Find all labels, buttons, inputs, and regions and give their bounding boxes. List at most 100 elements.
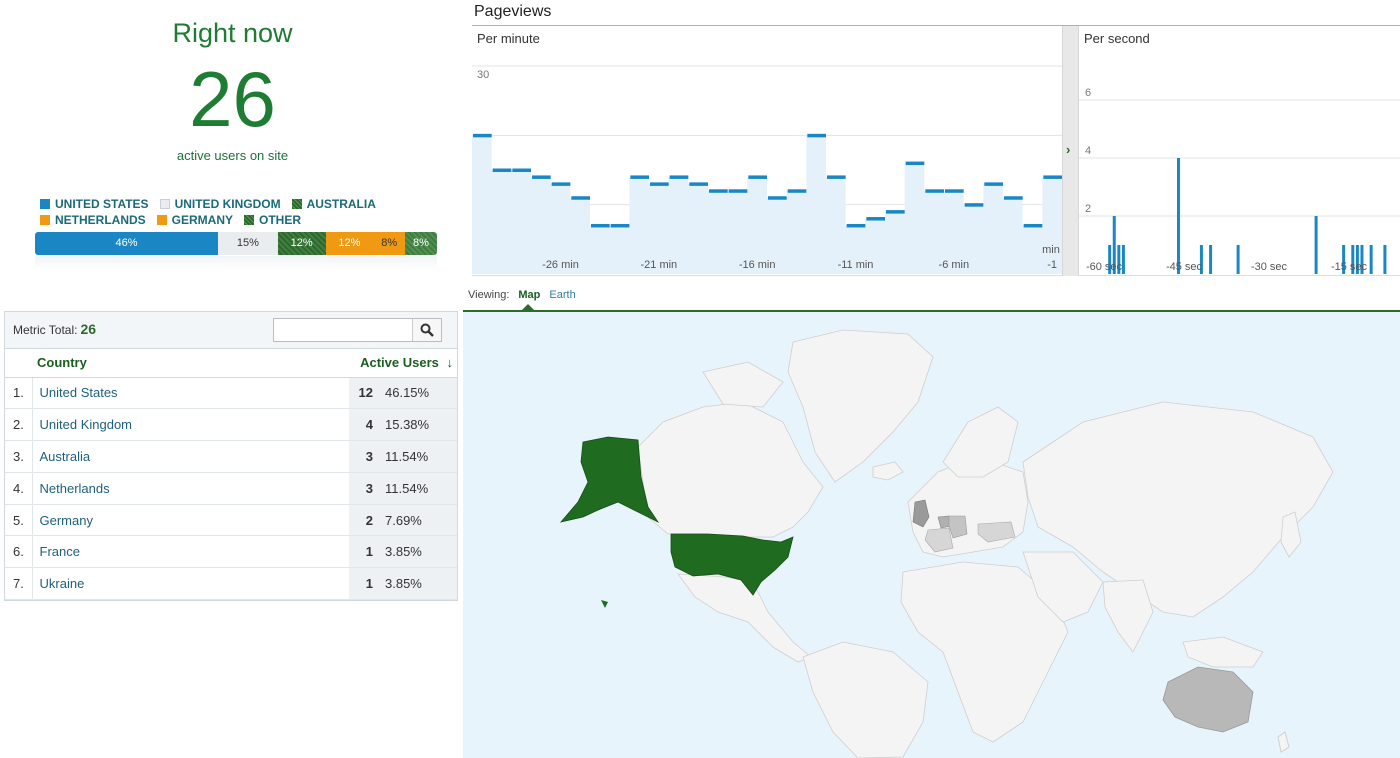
per-minute-step (866, 217, 885, 221)
per-minute-step (669, 175, 689, 179)
viewing-label: Viewing: (468, 289, 510, 301)
world-map-svg (559, 329, 1334, 758)
legend-item-australia: AUSTRALIA (291, 197, 376, 211)
row-index: 5. (5, 504, 33, 537)
x-unit-label: min (1042, 244, 1060, 256)
per-minute-step (591, 223, 610, 228)
x-tick-label: -16 min (739, 259, 776, 271)
india-shape (1102, 579, 1154, 653)
per-minute-step (846, 223, 866, 228)
per-second-bar (1342, 245, 1346, 274)
active-users-column-header[interactable]: Active Users ↓ (349, 349, 457, 378)
table-row[interactable]: 6. France 1 3.85% (5, 535, 457, 569)
country-link[interactable]: France (32, 535, 349, 569)
table-row[interactable]: 2. United Kingdom 4 15.38% (5, 408, 457, 442)
metric-total-bar: Metric Total: 26 (5, 312, 457, 349)
pageviews-panel: Pageviews Per minute 102030-26 min-21 mi… (472, 0, 1400, 278)
table-body: 1. United States 12 46.15% 2. United Kingdom 4… (5, 377, 457, 601)
share-bar-segment: 8% (405, 232, 437, 255)
sort-down-arrow-icon[interactable]: ↓ (446, 355, 454, 371)
per-minute-step (630, 175, 649, 179)
share-bar-segment: 12% (325, 232, 374, 255)
pageviews-rule (472, 25, 1400, 26)
legend-item-netherlands: NETHERLANDS (40, 213, 146, 227)
chevron-right-icon[interactable]: › (1066, 142, 1071, 157)
chart-splitter[interactable]: › (1062, 26, 1079, 276)
per-minute-step (827, 175, 846, 179)
active-users-value: 3 (349, 472, 379, 505)
tab-map[interactable]: Map (518, 289, 541, 301)
legend-item-united-kingdom: UNITED KINGDOM (159, 197, 281, 211)
country-link[interactable]: Ukraine (32, 567, 349, 601)
per-second-label: Per second (1084, 31, 1150, 46)
active-users-value: 4 (349, 408, 379, 442)
per-minute-step (492, 168, 512, 172)
africa-shape (900, 561, 1069, 743)
table-row[interactable]: 1. United States 12 46.15% (5, 377, 457, 410)
active-users-percent: 11.54% (379, 440, 457, 473)
per-second-svg: 2 4 6 -60 sec -45 sec -30 sec -15 sec (1079, 87, 1400, 274)
new-zealand-shape (1277, 731, 1290, 753)
legend-item-germany: GERMANY (156, 213, 234, 227)
x-tick-label: -30 sec (1251, 261, 1288, 273)
x-tick-label: -6 min (939, 259, 970, 271)
per-minute-step (964, 203, 984, 207)
active-users-subtitle: active users on site (176, 148, 289, 163)
per-minute-step (473, 133, 492, 138)
country-link[interactable]: Germany (32, 504, 349, 537)
table-row[interactable]: 4. Netherlands 3 11.54% (5, 472, 457, 505)
australia-shape (1162, 666, 1254, 733)
country-legend: UNITED STATES UNITED KINGDOM AUSTRALIA N… (40, 196, 440, 228)
country-table-panel: Metric Total: 26 Country Active Users ↓ 1… (4, 311, 458, 601)
country-link[interactable]: Netherlands (32, 472, 349, 505)
japan-shape (1280, 511, 1302, 558)
world-map[interactable] (463, 312, 1400, 758)
table-row[interactable]: 7. Ukraine 1 3.85% (5, 567, 457, 601)
per-minute-step (945, 189, 964, 193)
table-row[interactable]: 3. Australia 3 11.54% (5, 440, 457, 473)
per-second-bar (1236, 245, 1240, 274)
active-users-percent: 46.15% (379, 377, 457, 410)
country-link[interactable]: United States (32, 377, 349, 410)
x-tick-label: -60 sec (1086, 261, 1123, 273)
united-kingdom-shape (912, 499, 930, 528)
per-minute-step (905, 161, 925, 166)
table-row[interactable]: 5. Germany 2 7.69% (5, 504, 457, 537)
metric-total: Metric Total: 26 (13, 321, 96, 337)
search-button[interactable] (412, 319, 441, 341)
legend-swatch (40, 215, 50, 225)
per-minute-step (728, 189, 748, 193)
legend-swatch (40, 199, 50, 209)
legend-label: GERMANY (171, 213, 234, 227)
per-minute-label: Per minute (477, 31, 540, 46)
per-second-bar (1121, 245, 1125, 274)
row-index: 4. (5, 472, 33, 505)
tab-earth[interactable]: Earth (549, 289, 576, 301)
per-minute-step (532, 175, 551, 179)
per-minute-step (571, 196, 590, 200)
arctic-islands-shape (702, 361, 784, 408)
search-input[interactable] (274, 319, 412, 341)
country-link[interactable]: Australia (32, 440, 349, 473)
country-column-header[interactable]: Country (32, 349, 349, 378)
active-users-value: 1 (349, 535, 379, 569)
middle-east-shape (1022, 551, 1104, 623)
row-index: 3. (5, 440, 33, 473)
legend-swatch (159, 199, 170, 209)
viewing-toggle: Viewing: Map Earth (468, 289, 576, 301)
active-users-value: 3 (349, 440, 379, 473)
legend-label: UNITED KINGDOM (174, 197, 281, 211)
row-index: 1. (5, 377, 33, 410)
metric-total-value: 26 (80, 321, 97, 337)
search-icon (420, 323, 434, 337)
share-bar-segment: 15% (218, 232, 278, 255)
per-second-bar (1199, 245, 1203, 274)
per-second-bar (1209, 245, 1213, 274)
per-minute-step (1004, 196, 1023, 200)
legend-item-united-states: UNITED STATES (40, 197, 149, 211)
mexico-shape (677, 573, 812, 663)
per-minute-area (472, 135, 1062, 274)
table-search (273, 318, 442, 342)
country-link[interactable]: United Kingdom (32, 408, 349, 442)
per-minute-step (610, 223, 630, 228)
